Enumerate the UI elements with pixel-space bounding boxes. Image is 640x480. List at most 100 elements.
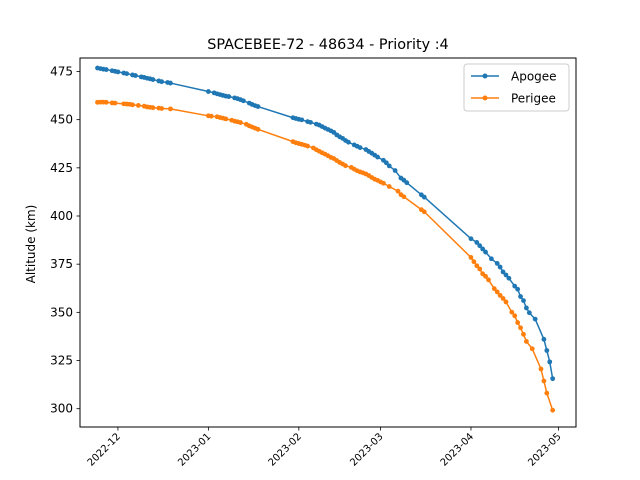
data-point-perigee xyxy=(130,102,135,108)
data-point-perigee xyxy=(521,331,526,337)
data-point-perigee xyxy=(512,313,518,319)
data-point-perigee xyxy=(386,184,392,189)
data-point-perigee xyxy=(255,126,261,132)
data-point-perigee xyxy=(150,105,156,111)
y-tick-label: 400 xyxy=(50,209,73,223)
data-point-apogee xyxy=(404,180,410,186)
data-point-apogee xyxy=(133,73,138,78)
data-point-apogee xyxy=(386,163,392,169)
data-point-apogee xyxy=(421,194,427,200)
legend-marker-perigee xyxy=(482,95,488,101)
data-point-apogee xyxy=(488,256,494,262)
data-point-perigee xyxy=(477,266,483,272)
data-point-apogee xyxy=(375,154,380,160)
data-point-apogee xyxy=(392,168,398,173)
data-point-perigee xyxy=(538,366,544,372)
legend-label-apogee: Apogee xyxy=(511,70,557,84)
y-tick-label: 425 xyxy=(50,161,73,175)
data-point-apogee xyxy=(483,249,488,255)
data-point-perigee xyxy=(135,103,141,108)
data-point-apogee xyxy=(240,98,246,104)
data-point-perigee xyxy=(483,273,488,279)
data-point-perigee xyxy=(541,378,547,384)
data-point-perigee xyxy=(474,263,480,269)
data-point-perigee xyxy=(494,289,500,295)
data-point-perigee xyxy=(500,296,506,301)
data-point-perigee xyxy=(381,180,386,186)
data-point-perigee xyxy=(515,320,521,325)
data-point-apogee xyxy=(544,348,550,353)
data-point-apogee xyxy=(115,69,121,75)
data-point-perigee xyxy=(509,309,515,315)
data-point-perigee xyxy=(524,339,529,344)
y-axis: 300 325 350 375 400 425 450 475 xyxy=(50,64,80,416)
data-point-perigee xyxy=(223,116,229,122)
data-point-perigee xyxy=(238,120,243,125)
data-point-perigee xyxy=(208,113,214,119)
data-point-perigee xyxy=(103,99,109,105)
y-tick-label: 450 xyxy=(50,113,73,127)
data-point-apogee xyxy=(550,376,556,382)
y-tick-label: 300 xyxy=(50,402,73,416)
y-tick-label: 375 xyxy=(50,257,73,271)
data-point-apogee xyxy=(497,264,503,270)
y-axis-label: Altitude (km) xyxy=(24,205,38,284)
chart-title: SPACEBEE-72 - 48634 - Priority :4 xyxy=(207,37,448,53)
data-point-perigee xyxy=(497,292,503,298)
data-point-apogee xyxy=(299,117,305,123)
data-point-apogee xyxy=(255,104,261,109)
data-point-apogee xyxy=(526,310,532,316)
data-point-apogee xyxy=(474,240,480,245)
data-point-perigee xyxy=(159,106,165,111)
data-point-apogee xyxy=(168,80,173,86)
legend-label-perigee: Perigee xyxy=(511,92,556,106)
plot-frame xyxy=(79,57,577,428)
data-point-perigee xyxy=(544,390,550,396)
y-tick-label: 350 xyxy=(50,305,73,319)
data-point-apogee xyxy=(205,89,211,94)
data-point-apogee xyxy=(541,336,547,342)
data-point-apogee xyxy=(103,67,109,72)
data-point-apogee xyxy=(346,139,351,145)
data-point-apogee xyxy=(547,359,553,365)
data-point-perigee xyxy=(401,194,407,200)
data-point-apogee xyxy=(383,160,389,166)
data-point-apogee xyxy=(226,94,232,99)
data-point-perigee xyxy=(518,325,523,331)
data-point-apogee xyxy=(477,243,483,249)
data-point-perigee xyxy=(395,188,401,194)
data-point-perigee xyxy=(550,407,556,413)
data-point-apogee xyxy=(503,272,509,278)
data-point-apogee xyxy=(518,294,523,299)
data-point-perigee xyxy=(168,106,173,112)
data-point-apogee xyxy=(500,269,506,275)
data-point-perigee xyxy=(529,346,535,352)
data-point-apogee xyxy=(308,119,313,125)
data-point-apogee xyxy=(494,261,500,266)
y-tick-label: 475 xyxy=(50,64,73,78)
plot-area xyxy=(95,65,556,413)
data-point-apogee xyxy=(150,77,156,82)
series-apogee xyxy=(95,65,556,382)
data-point-apogee xyxy=(124,71,130,77)
data-point-apogee xyxy=(357,145,363,151)
data-point-perigee xyxy=(471,259,477,265)
data-point-perigee xyxy=(305,143,310,149)
series-perigee xyxy=(95,99,556,413)
data-point-apogee xyxy=(515,286,521,292)
y-tick-label: 325 xyxy=(50,354,73,368)
data-point-perigee xyxy=(112,100,118,106)
data-point-perigee xyxy=(503,299,509,305)
data-point-apogee xyxy=(468,236,474,242)
data-point-apogee xyxy=(532,316,538,322)
data-point-apogee xyxy=(524,305,529,311)
data-point-apogee xyxy=(506,275,512,281)
data-point-apogee xyxy=(480,246,486,252)
data-point-perigee xyxy=(468,255,474,260)
data-point-apogee xyxy=(512,283,518,289)
data-point-perigee xyxy=(486,277,491,283)
data-point-apogee xyxy=(159,79,165,85)
legend-marker-apogee xyxy=(482,73,488,79)
legend: Apogee Perigee xyxy=(463,63,570,112)
